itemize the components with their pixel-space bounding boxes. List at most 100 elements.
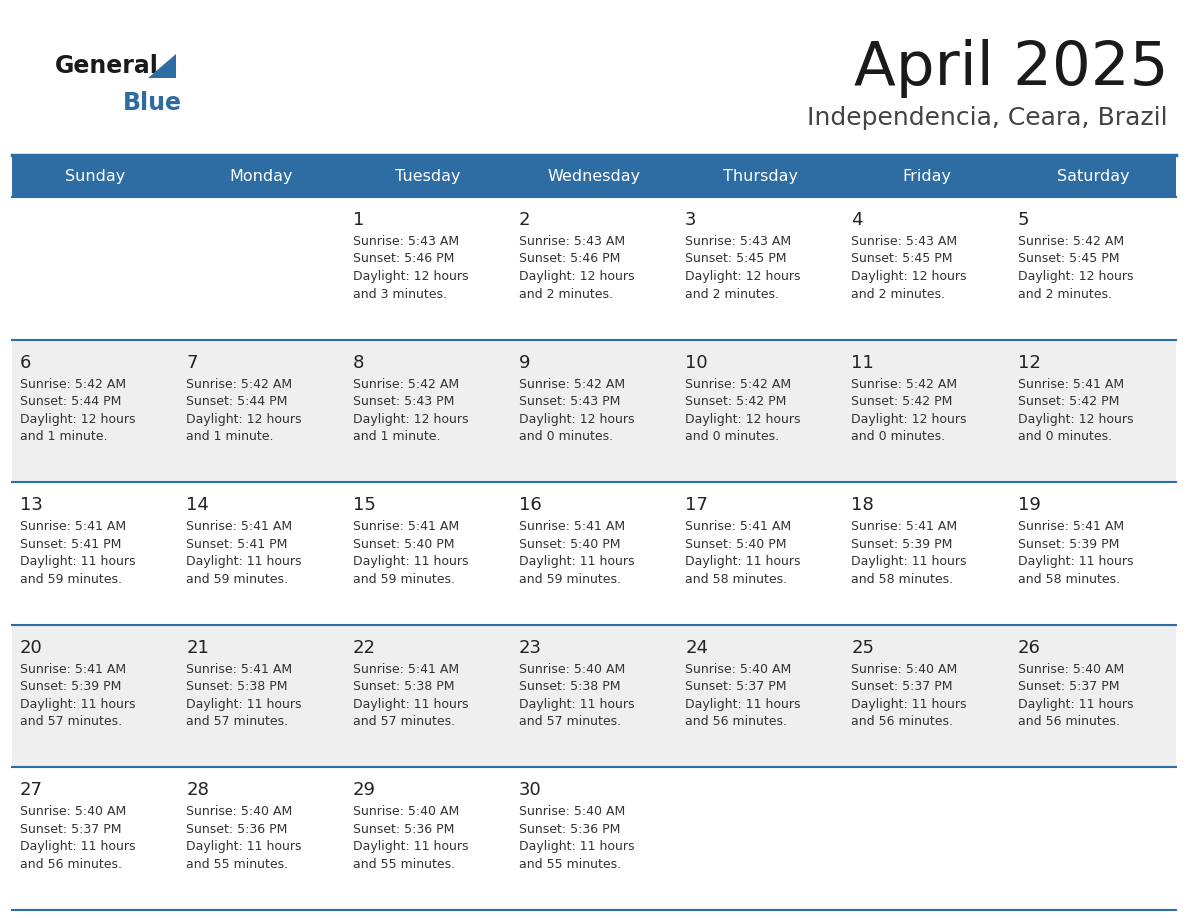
Text: 26: 26 — [1018, 639, 1041, 656]
Text: Sunrise: 5:42 AM: Sunrise: 5:42 AM — [187, 377, 292, 390]
Text: and 1 minute.: and 1 minute. — [20, 431, 107, 443]
Text: Sunset: 5:37 PM: Sunset: 5:37 PM — [1018, 680, 1119, 693]
Polygon shape — [148, 54, 176, 78]
Text: Sunrise: 5:40 AM: Sunrise: 5:40 AM — [519, 805, 625, 819]
Text: 15: 15 — [353, 497, 375, 514]
Text: 24: 24 — [685, 639, 708, 656]
Text: and 2 minutes.: and 2 minutes. — [685, 287, 779, 300]
Text: and 0 minutes.: and 0 minutes. — [1018, 431, 1112, 443]
Text: 16: 16 — [519, 497, 542, 514]
Text: 30: 30 — [519, 781, 542, 800]
Text: Sunrise: 5:42 AM: Sunrise: 5:42 AM — [852, 377, 958, 390]
Text: Sunset: 5:46 PM: Sunset: 5:46 PM — [353, 252, 454, 265]
Text: and 55 minutes.: and 55 minutes. — [519, 858, 621, 871]
Text: and 59 minutes.: and 59 minutes. — [519, 573, 621, 586]
Text: Daylight: 12 hours: Daylight: 12 hours — [20, 412, 135, 426]
Text: Sunrise: 5:42 AM: Sunrise: 5:42 AM — [353, 377, 459, 390]
Bar — [511, 155, 677, 197]
Text: 20: 20 — [20, 639, 43, 656]
Text: Sunset: 5:44 PM: Sunset: 5:44 PM — [187, 395, 287, 409]
Text: Sunrise: 5:40 AM: Sunrise: 5:40 AM — [353, 805, 459, 819]
Text: 8: 8 — [353, 353, 364, 372]
Bar — [12, 155, 178, 197]
Text: 14: 14 — [187, 497, 209, 514]
Text: Daylight: 11 hours: Daylight: 11 hours — [519, 698, 634, 711]
Text: Sunset: 5:44 PM: Sunset: 5:44 PM — [20, 395, 121, 409]
Text: Sunset: 5:41 PM: Sunset: 5:41 PM — [187, 538, 287, 551]
Text: and 57 minutes.: and 57 minutes. — [20, 715, 122, 728]
Text: Daylight: 11 hours: Daylight: 11 hours — [20, 698, 135, 711]
Text: Friday: Friday — [902, 169, 952, 184]
Text: and 59 minutes.: and 59 minutes. — [20, 573, 122, 586]
Text: Daylight: 12 hours: Daylight: 12 hours — [187, 412, 302, 426]
Text: and 57 minutes.: and 57 minutes. — [353, 715, 455, 728]
Text: Sunrise: 5:40 AM: Sunrise: 5:40 AM — [187, 805, 292, 819]
Text: Sunrise: 5:40 AM: Sunrise: 5:40 AM — [20, 805, 126, 819]
Text: Daylight: 11 hours: Daylight: 11 hours — [852, 698, 967, 711]
Text: Sunset: 5:37 PM: Sunset: 5:37 PM — [685, 680, 786, 693]
Text: Daylight: 11 hours: Daylight: 11 hours — [353, 840, 468, 854]
Text: Sunrise: 5:41 AM: Sunrise: 5:41 AM — [20, 521, 126, 533]
Text: Sunrise: 5:42 AM: Sunrise: 5:42 AM — [1018, 235, 1124, 248]
Text: Daylight: 11 hours: Daylight: 11 hours — [852, 555, 967, 568]
Text: 22: 22 — [353, 639, 375, 656]
Text: Daylight: 12 hours: Daylight: 12 hours — [852, 270, 967, 283]
Text: Sunset: 5:40 PM: Sunset: 5:40 PM — [685, 538, 786, 551]
Text: and 0 minutes.: and 0 minutes. — [852, 431, 946, 443]
Text: Daylight: 11 hours: Daylight: 11 hours — [519, 840, 634, 854]
Text: Sunset: 5:42 PM: Sunset: 5:42 PM — [852, 395, 953, 409]
Text: and 58 minutes.: and 58 minutes. — [852, 573, 954, 586]
Text: Sunrise: 5:41 AM: Sunrise: 5:41 AM — [1018, 521, 1124, 533]
Bar — [677, 155, 843, 197]
Text: Daylight: 11 hours: Daylight: 11 hours — [1018, 698, 1133, 711]
Text: 3: 3 — [685, 211, 696, 229]
Text: Sunrise: 5:42 AM: Sunrise: 5:42 AM — [20, 377, 126, 390]
Text: and 59 minutes.: and 59 minutes. — [353, 573, 455, 586]
Text: 23: 23 — [519, 639, 542, 656]
Text: Sunrise: 5:41 AM: Sunrise: 5:41 AM — [1018, 377, 1124, 390]
Text: 6: 6 — [20, 353, 31, 372]
Text: Wednesday: Wednesday — [548, 169, 640, 184]
Text: Sunset: 5:36 PM: Sunset: 5:36 PM — [519, 823, 620, 836]
Text: Daylight: 12 hours: Daylight: 12 hours — [353, 270, 468, 283]
Text: Daylight: 12 hours: Daylight: 12 hours — [519, 412, 634, 426]
Text: Sunset: 5:43 PM: Sunset: 5:43 PM — [353, 395, 454, 409]
Bar — [12, 482, 1176, 625]
Text: and 56 minutes.: and 56 minutes. — [20, 858, 122, 871]
Text: Sunrise: 5:43 AM: Sunrise: 5:43 AM — [353, 235, 459, 248]
Text: Sunrise: 5:41 AM: Sunrise: 5:41 AM — [187, 663, 292, 676]
Text: 25: 25 — [852, 639, 874, 656]
Bar — [345, 155, 511, 197]
Text: and 2 minutes.: and 2 minutes. — [519, 287, 613, 300]
Text: 18: 18 — [852, 497, 874, 514]
Text: and 0 minutes.: and 0 minutes. — [685, 431, 779, 443]
Text: Daylight: 11 hours: Daylight: 11 hours — [187, 840, 302, 854]
Text: 10: 10 — [685, 353, 708, 372]
Text: Daylight: 11 hours: Daylight: 11 hours — [685, 698, 801, 711]
Text: and 56 minutes.: and 56 minutes. — [1018, 715, 1120, 728]
Text: 19: 19 — [1018, 497, 1041, 514]
Text: and 56 minutes.: and 56 minutes. — [852, 715, 954, 728]
Text: Sunset: 5:39 PM: Sunset: 5:39 PM — [20, 680, 121, 693]
Text: 11: 11 — [852, 353, 874, 372]
Text: Sunrise: 5:41 AM: Sunrise: 5:41 AM — [353, 521, 459, 533]
Text: Sunset: 5:41 PM: Sunset: 5:41 PM — [20, 538, 121, 551]
Text: 1: 1 — [353, 211, 364, 229]
Text: Sunset: 5:38 PM: Sunset: 5:38 PM — [519, 680, 620, 693]
Text: Daylight: 11 hours: Daylight: 11 hours — [1018, 555, 1133, 568]
Text: and 58 minutes.: and 58 minutes. — [685, 573, 788, 586]
Text: Sunrise: 5:43 AM: Sunrise: 5:43 AM — [852, 235, 958, 248]
Text: 9: 9 — [519, 353, 530, 372]
Text: Sunset: 5:39 PM: Sunset: 5:39 PM — [852, 538, 953, 551]
Text: Sunset: 5:40 PM: Sunset: 5:40 PM — [353, 538, 454, 551]
Text: and 56 minutes.: and 56 minutes. — [685, 715, 788, 728]
Text: Independencia, Ceara, Brazil: Independencia, Ceara, Brazil — [808, 106, 1168, 130]
Bar — [12, 197, 1176, 340]
Text: and 55 minutes.: and 55 minutes. — [353, 858, 455, 871]
Text: 12: 12 — [1018, 353, 1041, 372]
Text: Sunrise: 5:41 AM: Sunrise: 5:41 AM — [685, 521, 791, 533]
Text: Sunrise: 5:40 AM: Sunrise: 5:40 AM — [852, 663, 958, 676]
Bar — [843, 155, 1010, 197]
Text: Sunrise: 5:43 AM: Sunrise: 5:43 AM — [685, 235, 791, 248]
Text: 28: 28 — [187, 781, 209, 800]
